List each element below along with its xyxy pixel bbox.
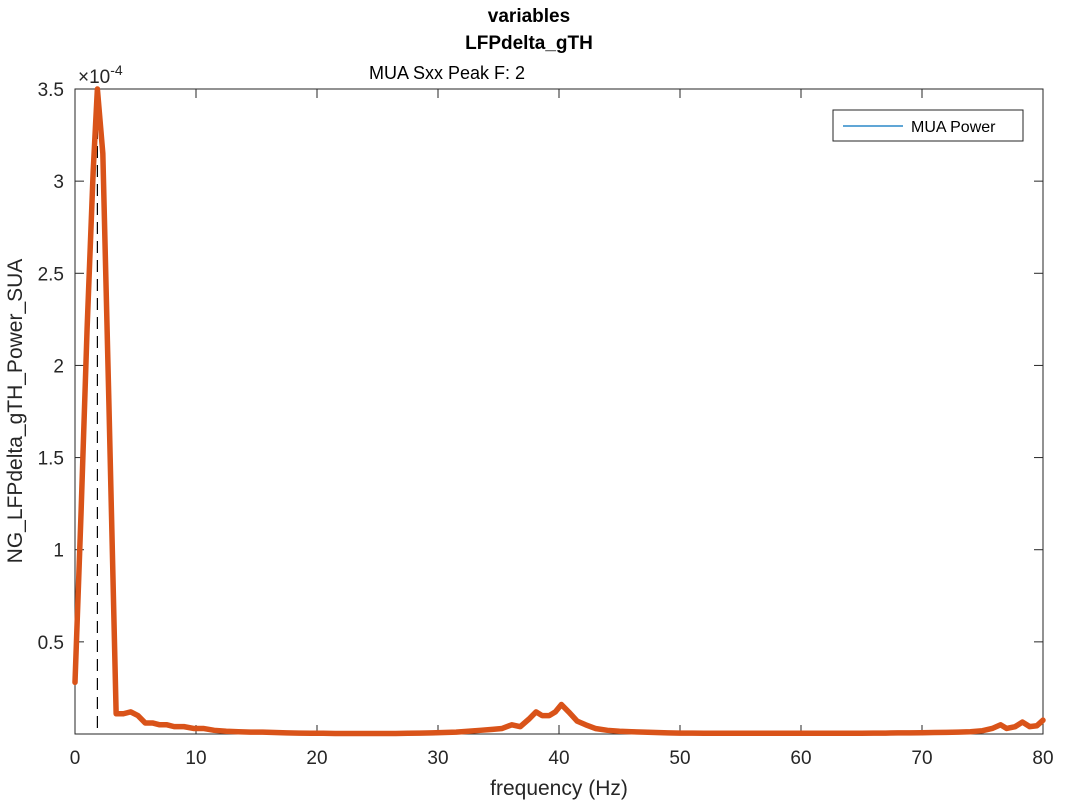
chart-title: variables: [488, 6, 570, 27]
y-tick-label: 1.5: [38, 449, 64, 470]
y-exponent-value: -4: [110, 62, 123, 78]
x-tick-label: 50: [669, 748, 690, 769]
y-tick-label: 2.5: [38, 264, 64, 285]
x-tick-label: 20: [306, 748, 327, 769]
plot-area: 0 10 20 30 40 50 60 70 80 0.5 1 1.5 2 2.5 3 3.5: [38, 80, 1054, 769]
axes-box: [74, 88, 1044, 735]
y-tick-label: 3.5: [38, 80, 64, 101]
x-tick-label: 60: [790, 748, 811, 769]
chart-subtitle: MUA Sxx Peak F: 2: [369, 63, 525, 83]
legend-label-mua-power: MUA Power: [911, 119, 996, 136]
y-tick-label: 1: [53, 541, 64, 562]
x-tick-label: 10: [185, 748, 206, 769]
legend[interactable]: MUA Power: [832, 109, 1024, 142]
x-tick-label: 30: [427, 748, 448, 769]
y-tick-label: 3: [53, 172, 64, 193]
series-line-mua-power: [72, 86, 1046, 737]
y-axis-label: NG_LFPdelta_gTH_Power_SUA: [4, 259, 27, 564]
x-tick-label: 40: [548, 748, 569, 769]
x-tick-label: 0: [70, 748, 81, 769]
x-tick-label: 70: [911, 748, 932, 769]
y-exponent-prefix: ×10: [78, 67, 110, 88]
axis-ticks: 0 10 20 30 40 50 60 70 80 0.5 1 1.5 2 2.5 3 3.5: [38, 80, 1054, 769]
x-tick-label: 80: [1032, 748, 1053, 769]
x-axis-label: frequency (Hz): [490, 777, 628, 800]
y-exponent-label: ×10-4: [78, 62, 123, 88]
y-tick-label: 2: [53, 356, 64, 377]
y-tick-label: 0.5: [38, 633, 64, 654]
chart-title-line2: LFPdelta_gTH: [465, 33, 593, 54]
series-layer: [72, 86, 1046, 737]
